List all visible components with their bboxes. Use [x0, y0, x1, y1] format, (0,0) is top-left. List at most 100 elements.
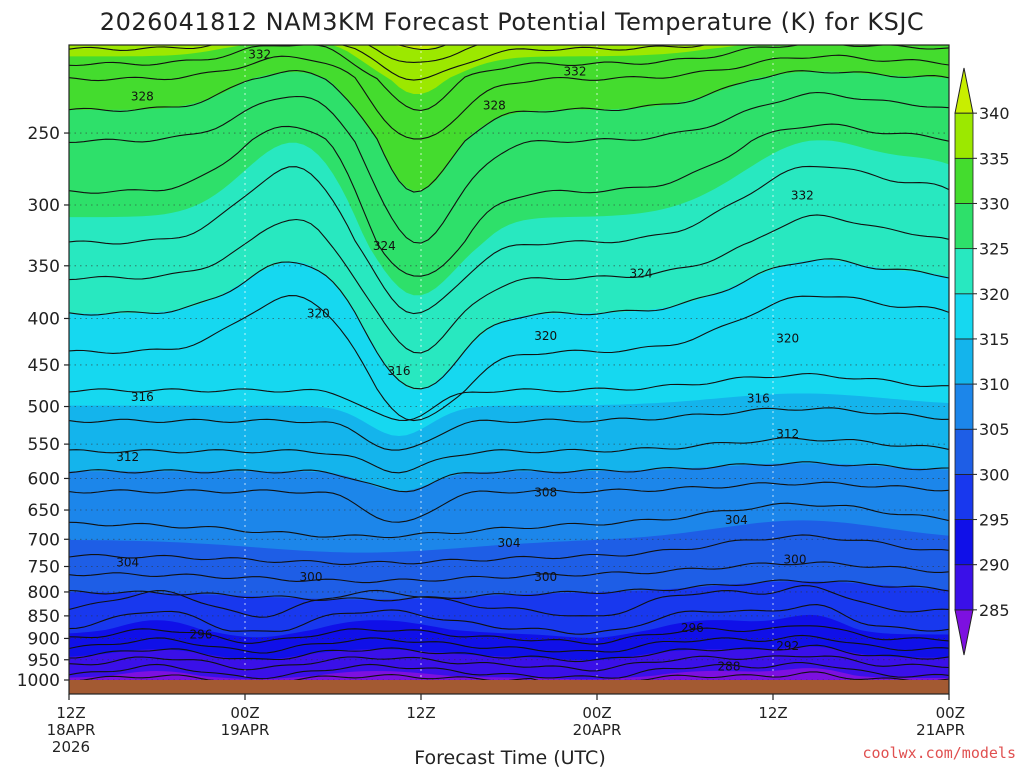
contour-label-312: 312	[116, 450, 139, 464]
contour-label-296: 296	[681, 621, 704, 635]
x-tick-label-48-0: 12Z	[758, 704, 787, 722]
colorbar-band-6	[954, 338, 974, 385]
colorbar-label-320: 320	[979, 285, 1010, 304]
colorbar-label-300: 300	[979, 465, 1010, 484]
y-tick-label-700: 700	[28, 530, 60, 550]
contour-label-320: 320	[776, 332, 799, 346]
colorbar-label-285: 285	[979, 601, 1010, 620]
isentrope-328	[69, 91, 949, 244]
contour-label-304: 304	[498, 536, 521, 550]
y-axis-ticks: 2503003504004505005506006507007508008509…	[17, 124, 69, 691]
contour-label-304: 304	[725, 513, 748, 527]
isentrope-324	[69, 165, 949, 315]
terrain-strip	[69, 680, 949, 694]
isentrope-300	[69, 579, 949, 602]
fill-band-285	[69, 668, 949, 680]
x-tick-label-0-0: 12Z	[56, 704, 85, 722]
isentrope-326	[69, 123, 949, 277]
contour-label-300: 300	[784, 553, 807, 567]
colorbar-label-305: 305	[979, 420, 1010, 439]
x-tick-label-60-1: 21APR	[916, 721, 965, 739]
y-tick-label-800: 800	[28, 583, 60, 603]
colorbar-arrow-high	[954, 67, 974, 114]
colorbar-label-340: 340	[979, 104, 1010, 123]
x-tick-label-24-0: 12Z	[406, 704, 435, 722]
isentrope-322	[69, 214, 949, 354]
contour-label-316: 316	[388, 364, 411, 378]
colorbar-band-1	[954, 564, 974, 611]
y-tick-label-950: 950	[28, 651, 60, 671]
contour-label-316: 316	[747, 392, 770, 406]
colorbar-label-310: 310	[979, 375, 1010, 394]
y-tick-label-550: 550	[28, 435, 60, 455]
isentropes	[69, 45, 949, 680]
x-tick-label-36-1: 20APR	[573, 721, 622, 739]
isentrope-306	[69, 502, 949, 539]
isentrope-288	[69, 655, 949, 672]
colorbar-label-295: 295	[979, 511, 1010, 530]
y-tick-label-750: 750	[28, 557, 60, 577]
contour-label-324: 324	[373, 239, 396, 253]
color-fills	[69, 45, 949, 680]
contour-label-300: 300	[534, 570, 557, 584]
contour-label-332: 332	[248, 48, 271, 62]
y-tick-label-900: 900	[28, 629, 60, 649]
colorbar-label-325: 325	[979, 240, 1010, 259]
isentrope-330	[69, 69, 949, 193]
y-tick-label-250: 250	[28, 124, 60, 144]
y-tick-label-500: 500	[28, 398, 60, 418]
contour-label-324: 324	[630, 267, 653, 281]
grid-lines	[69, 45, 949, 680]
y-tick-label-650: 650	[28, 501, 60, 521]
credit-text: coolwx.com/models	[862, 744, 1016, 762]
x-tick-label-36-0: 00Z	[582, 704, 611, 722]
isentrope-294	[69, 625, 949, 645]
x-tick-label-12-1: 19APR	[221, 721, 270, 739]
x-tick-label-60-0: 00Z	[936, 704, 965, 722]
contour-label-292: 292	[776, 639, 799, 653]
isentrope-320	[69, 258, 949, 390]
colorbar-band-5	[954, 383, 974, 430]
contour-label-320: 320	[307, 307, 330, 321]
isentrope-308	[69, 481, 949, 523]
colorbar-band-4	[954, 428, 974, 475]
colorbar-band-9	[954, 203, 974, 250]
contour-label-300: 300	[300, 570, 323, 584]
colorbar-label-290: 290	[979, 556, 1010, 575]
isentrope-310	[69, 461, 949, 493]
isentrope-302	[69, 561, 949, 584]
contour-label-312: 312	[776, 427, 799, 441]
chart-title: 2026041812 NAM3KM Forecast Potential Tem…	[100, 8, 924, 36]
contour-label-296: 296	[190, 627, 213, 641]
x-tick-label-12-0: 00Z	[230, 704, 259, 722]
colorbar-band-10	[954, 157, 974, 204]
contour-label-288: 288	[718, 659, 741, 673]
colorbar-band-2	[954, 519, 974, 566]
y-tick-label-850: 850	[28, 607, 60, 627]
colorbar-band-11	[954, 112, 974, 159]
contour-label-332: 332	[791, 189, 814, 203]
isentrope-332	[69, 54, 949, 140]
isentrope-292	[69, 634, 949, 654]
colorbar-arrow-low	[954, 609, 974, 656]
x-axis-label: Forecast Time (UTC)	[414, 747, 605, 768]
contour-labels: 332 332 332 328 328 324 324 320 320 320 316 316 316 3…	[116, 48, 814, 674]
colorbar-label-315: 315	[979, 330, 1010, 349]
isentrope-316	[69, 372, 949, 422]
isentrope-284	[79, 671, 949, 680]
y-tick-label-600: 600	[28, 469, 60, 489]
isentrope-290	[69, 644, 949, 663]
isentrope-334	[69, 45, 949, 112]
contour-label-332: 332	[564, 65, 587, 79]
contour-label-316: 316	[131, 390, 154, 404]
y-tick-label-400: 400	[28, 309, 60, 329]
isentrope-286	[69, 662, 949, 680]
isentrope-304	[69, 534, 949, 565]
colorbar-label-330: 330	[979, 194, 1010, 213]
contour-label-308: 308	[534, 486, 557, 500]
isentrope-314	[69, 407, 949, 451]
x-tick-label-0-2: 2026	[52, 738, 90, 756]
colorbar-band-8	[954, 248, 974, 295]
isentrope-298	[69, 585, 949, 618]
